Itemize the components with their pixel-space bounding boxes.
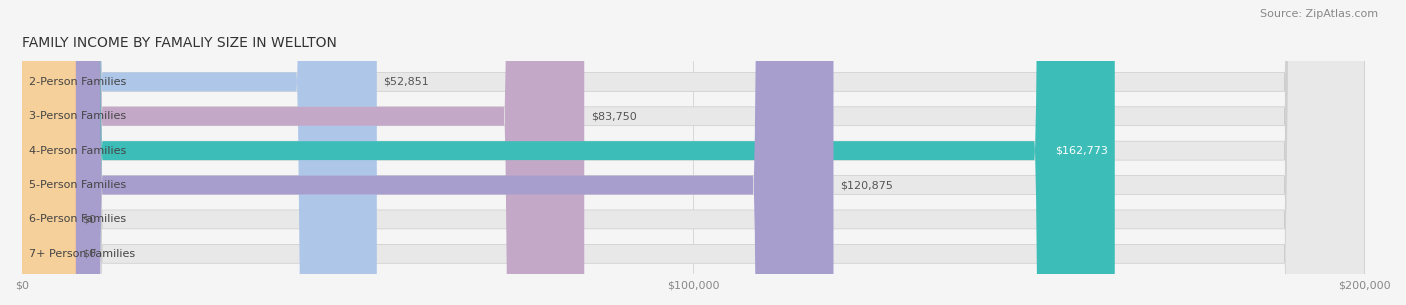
Text: 5-Person Families: 5-Person Families xyxy=(28,180,127,190)
Text: 4-Person Families: 4-Person Families xyxy=(28,146,127,156)
Text: Source: ZipAtlas.com: Source: ZipAtlas.com xyxy=(1260,9,1378,19)
Text: $52,851: $52,851 xyxy=(384,77,429,87)
FancyBboxPatch shape xyxy=(22,0,1365,305)
Text: $83,750: $83,750 xyxy=(591,111,637,121)
Text: $120,875: $120,875 xyxy=(841,180,893,190)
FancyBboxPatch shape xyxy=(22,0,1365,305)
FancyBboxPatch shape xyxy=(22,0,1365,305)
FancyBboxPatch shape xyxy=(22,0,834,305)
FancyBboxPatch shape xyxy=(22,0,585,305)
FancyBboxPatch shape xyxy=(22,0,1365,305)
FancyBboxPatch shape xyxy=(22,0,76,305)
Text: $0: $0 xyxy=(83,214,97,224)
FancyBboxPatch shape xyxy=(22,0,1115,305)
Text: 2-Person Families: 2-Person Families xyxy=(28,77,127,87)
Text: FAMILY INCOME BY FAMALIY SIZE IN WELLTON: FAMILY INCOME BY FAMALIY SIZE IN WELLTON xyxy=(22,36,337,50)
Text: $0: $0 xyxy=(83,249,97,259)
FancyBboxPatch shape xyxy=(22,0,76,305)
Text: $162,773: $162,773 xyxy=(1054,146,1108,156)
FancyBboxPatch shape xyxy=(22,0,377,305)
Text: 6-Person Families: 6-Person Families xyxy=(28,214,127,224)
Text: 7+ Person Families: 7+ Person Families xyxy=(28,249,135,259)
Text: 3-Person Families: 3-Person Families xyxy=(28,111,127,121)
FancyBboxPatch shape xyxy=(22,0,1365,305)
FancyBboxPatch shape xyxy=(22,0,1365,305)
